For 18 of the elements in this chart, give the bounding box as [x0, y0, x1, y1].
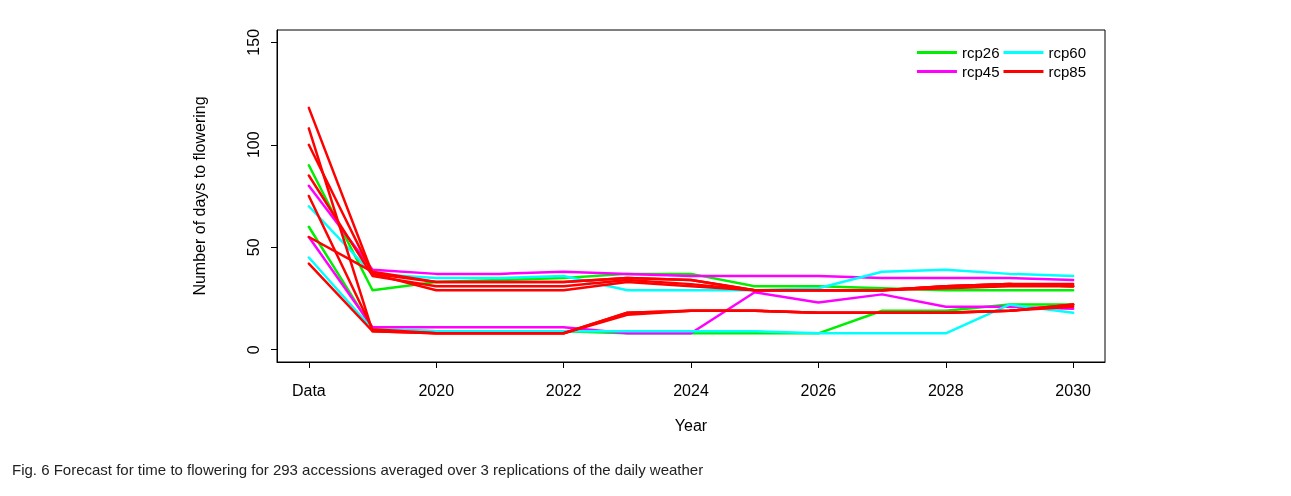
legend-label: rcp45: [961, 63, 1000, 80]
x-axis-title: Year: [674, 416, 708, 434]
caption: Fig. 6 Forecast for time to flowering for 293 accessions averaged over 3 replications of the daily weather: [12, 461, 704, 478]
x-tick-label: 2024: [673, 381, 709, 399]
y-tick-label: 0: [244, 345, 262, 355]
x-tick-label: 2028: [927, 381, 964, 399]
y-axis-title: Number of days to flowering: [190, 96, 208, 296]
y-tick-label: 100: [244, 131, 262, 159]
x-tick-label: 2022: [545, 381, 582, 399]
y-tick-label: 150: [244, 28, 262, 56]
y-tick-label: 50: [244, 238, 262, 257]
legend-label: rcp60: [1048, 44, 1087, 61]
x-tick-label: 2030: [1055, 381, 1092, 399]
x-tick-label: 2020: [418, 381, 455, 399]
legend-label: rcp85: [1048, 63, 1087, 80]
x-tick-label: Data: [291, 381, 326, 399]
x-tick-label: 2026: [800, 381, 837, 399]
legend-label: rcp26: [961, 44, 1000, 61]
